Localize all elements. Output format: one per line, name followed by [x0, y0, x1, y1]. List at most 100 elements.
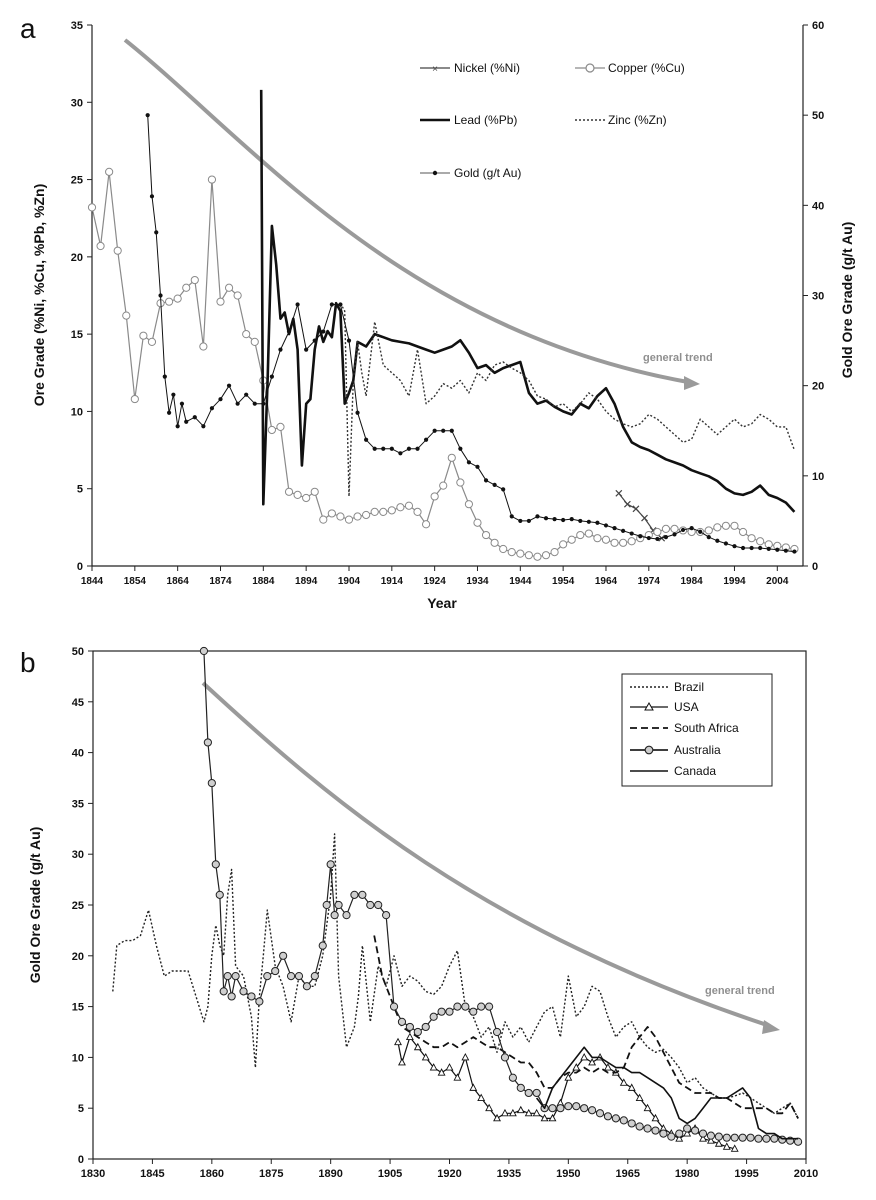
- y-tick-label: 25: [71, 175, 83, 187]
- a-gold-g-t-au-point: [715, 538, 720, 543]
- a-gold-g-t-au-point: [346, 338, 352, 343]
- a-copper-cu-point: [661, 524, 671, 534]
- a-gold-g-t-au-point: [526, 518, 531, 524]
- a-gold-g-t-au-point: [269, 374, 274, 379]
- x-tick-label: 1844: [81, 576, 104, 587]
- b-australia-point: [651, 1126, 660, 1135]
- b-australia-point: [722, 1133, 731, 1142]
- a-gold-g-t-au-point: [458, 446, 463, 451]
- a-copper-cu-point: [430, 492, 439, 501]
- a-gold-g-t-au-point: [286, 329, 292, 334]
- b-usa-point: [540, 1113, 549, 1122]
- x-tick-label: 1995: [734, 1168, 758, 1180]
- a-copper-cu-point: [267, 425, 276, 435]
- a-gold-g-t-au-point: [423, 437, 429, 442]
- b-australia-point: [445, 1007, 454, 1016]
- legend-australia-label: Australia: [674, 743, 721, 757]
- legend-copper-label: Copper (%Cu): [608, 61, 685, 75]
- legend-gold-marker: [432, 170, 438, 176]
- b-australia-point: [564, 1102, 573, 1111]
- y-tick-label: 5: [77, 484, 83, 496]
- a-nickel-ni-point: [641, 514, 648, 522]
- b-australia-point: [397, 1017, 407, 1026]
- panel-a-label: a: [20, 13, 36, 44]
- panel-b-y-axis-label: Gold Ore Grade (g/t Au): [27, 827, 43, 984]
- a-gold-g-t-au-point: [312, 338, 317, 343]
- b-australia-point: [330, 911, 339, 920]
- a-gold-g-t-au-point: [758, 545, 763, 551]
- a-gold-g-t-au-point: [552, 517, 557, 522]
- b-usa-point: [619, 1078, 628, 1086]
- y-tick-label: 35: [71, 20, 83, 32]
- b-australia-point: [627, 1119, 636, 1128]
- b-australia-point: [255, 997, 264, 1006]
- b-usa-point: [508, 1108, 517, 1117]
- a-gold-g-t-au-point: [492, 482, 497, 487]
- a-gold-g-t-au-point: [261, 401, 266, 406]
- y2-tick-label: 20: [812, 381, 824, 393]
- legend-nickel-marker: ×: [432, 64, 438, 75]
- a-gold-g-t-au-point: [655, 536, 660, 542]
- a-copper-cu-point: [362, 510, 371, 520]
- a-zinc-zn-line: [339, 302, 796, 498]
- a-gold-g-t-au-point: [501, 487, 506, 492]
- b-australia-point: [635, 1122, 644, 1131]
- a-gold-g-t-au-point: [569, 517, 574, 522]
- a-copper-cu-point: [559, 540, 568, 549]
- x-tick-label: 1905: [378, 1168, 402, 1180]
- b-usa-point: [394, 1037, 402, 1046]
- x-tick-label: 1894: [295, 576, 318, 587]
- a-copper-cu-point: [113, 246, 122, 255]
- y-tick-label: 10: [72, 1052, 84, 1064]
- a-copper-cu-point: [293, 490, 302, 499]
- panel-a-trend-label: general trend: [643, 352, 713, 364]
- legend-canada-label: Canada: [674, 764, 716, 778]
- b-australia-point: [492, 1027, 502, 1037]
- b-australia-point: [770, 1134, 779, 1143]
- a-gold-g-t-au-point: [518, 518, 523, 524]
- b-australia-point: [326, 860, 335, 869]
- b-usa-point: [627, 1083, 636, 1091]
- b-australia-point: [619, 1116, 628, 1125]
- a-gold-g-t-au-point: [749, 545, 754, 551]
- a-gold-g-t-au-point: [364, 437, 369, 442]
- a-copper-cu-point: [490, 538, 499, 547]
- panel-b-legend: Brazil USA South Africa Australia Canada: [621, 673, 773, 787]
- b-usa-point: [580, 1052, 589, 1061]
- a-gold-g-t-au-point: [723, 541, 729, 546]
- b-usa-point: [699, 1134, 707, 1142]
- a-gold-g-t-au-point: [244, 392, 249, 397]
- panel-b-trend-arrowhead: [762, 1020, 780, 1034]
- x-tick-label: 1830: [81, 1168, 105, 1180]
- a-gold-g-t-au-point: [218, 397, 223, 402]
- b-australia-point: [516, 1083, 525, 1092]
- b-usa-point: [413, 1042, 422, 1051]
- a-copper-cu-point: [721, 521, 731, 530]
- x-tick-label: 1950: [556, 1168, 580, 1180]
- x-tick-label: 1980: [675, 1168, 699, 1180]
- y2-tick-label: 10: [812, 471, 824, 483]
- legend-australia-marker: [644, 745, 654, 755]
- y-tick-label: 40: [72, 748, 84, 760]
- a-copper-cu-point: [216, 297, 225, 306]
- x-tick-label: 1934: [466, 576, 489, 587]
- b-usa-point: [405, 1032, 414, 1041]
- b-usa-point: [643, 1103, 652, 1112]
- a-gold-g-t-au-point: [321, 329, 326, 334]
- b-australia-point: [382, 911, 391, 920]
- b-usa-point: [635, 1093, 644, 1101]
- legend-south-africa-label: South Africa: [674, 721, 739, 735]
- b-australia-point: [219, 987, 228, 996]
- x-tick-label: 2004: [766, 576, 789, 587]
- a-gold-g-t-au-point: [252, 401, 257, 406]
- a-gold-g-t-au-point: [672, 532, 677, 537]
- a-copper-cu-point: [421, 520, 431, 529]
- b-australia-point: [595, 1109, 605, 1118]
- a-gold-g-t-au-point: [304, 347, 309, 352]
- b-usa-point: [461, 1052, 470, 1061]
- a-copper-cu-point: [164, 297, 174, 306]
- a-copper-cu-point: [404, 501, 414, 510]
- b-australia-point: [405, 1022, 414, 1032]
- y-tick-label: 15: [71, 329, 83, 341]
- b-usa-point: [469, 1083, 478, 1091]
